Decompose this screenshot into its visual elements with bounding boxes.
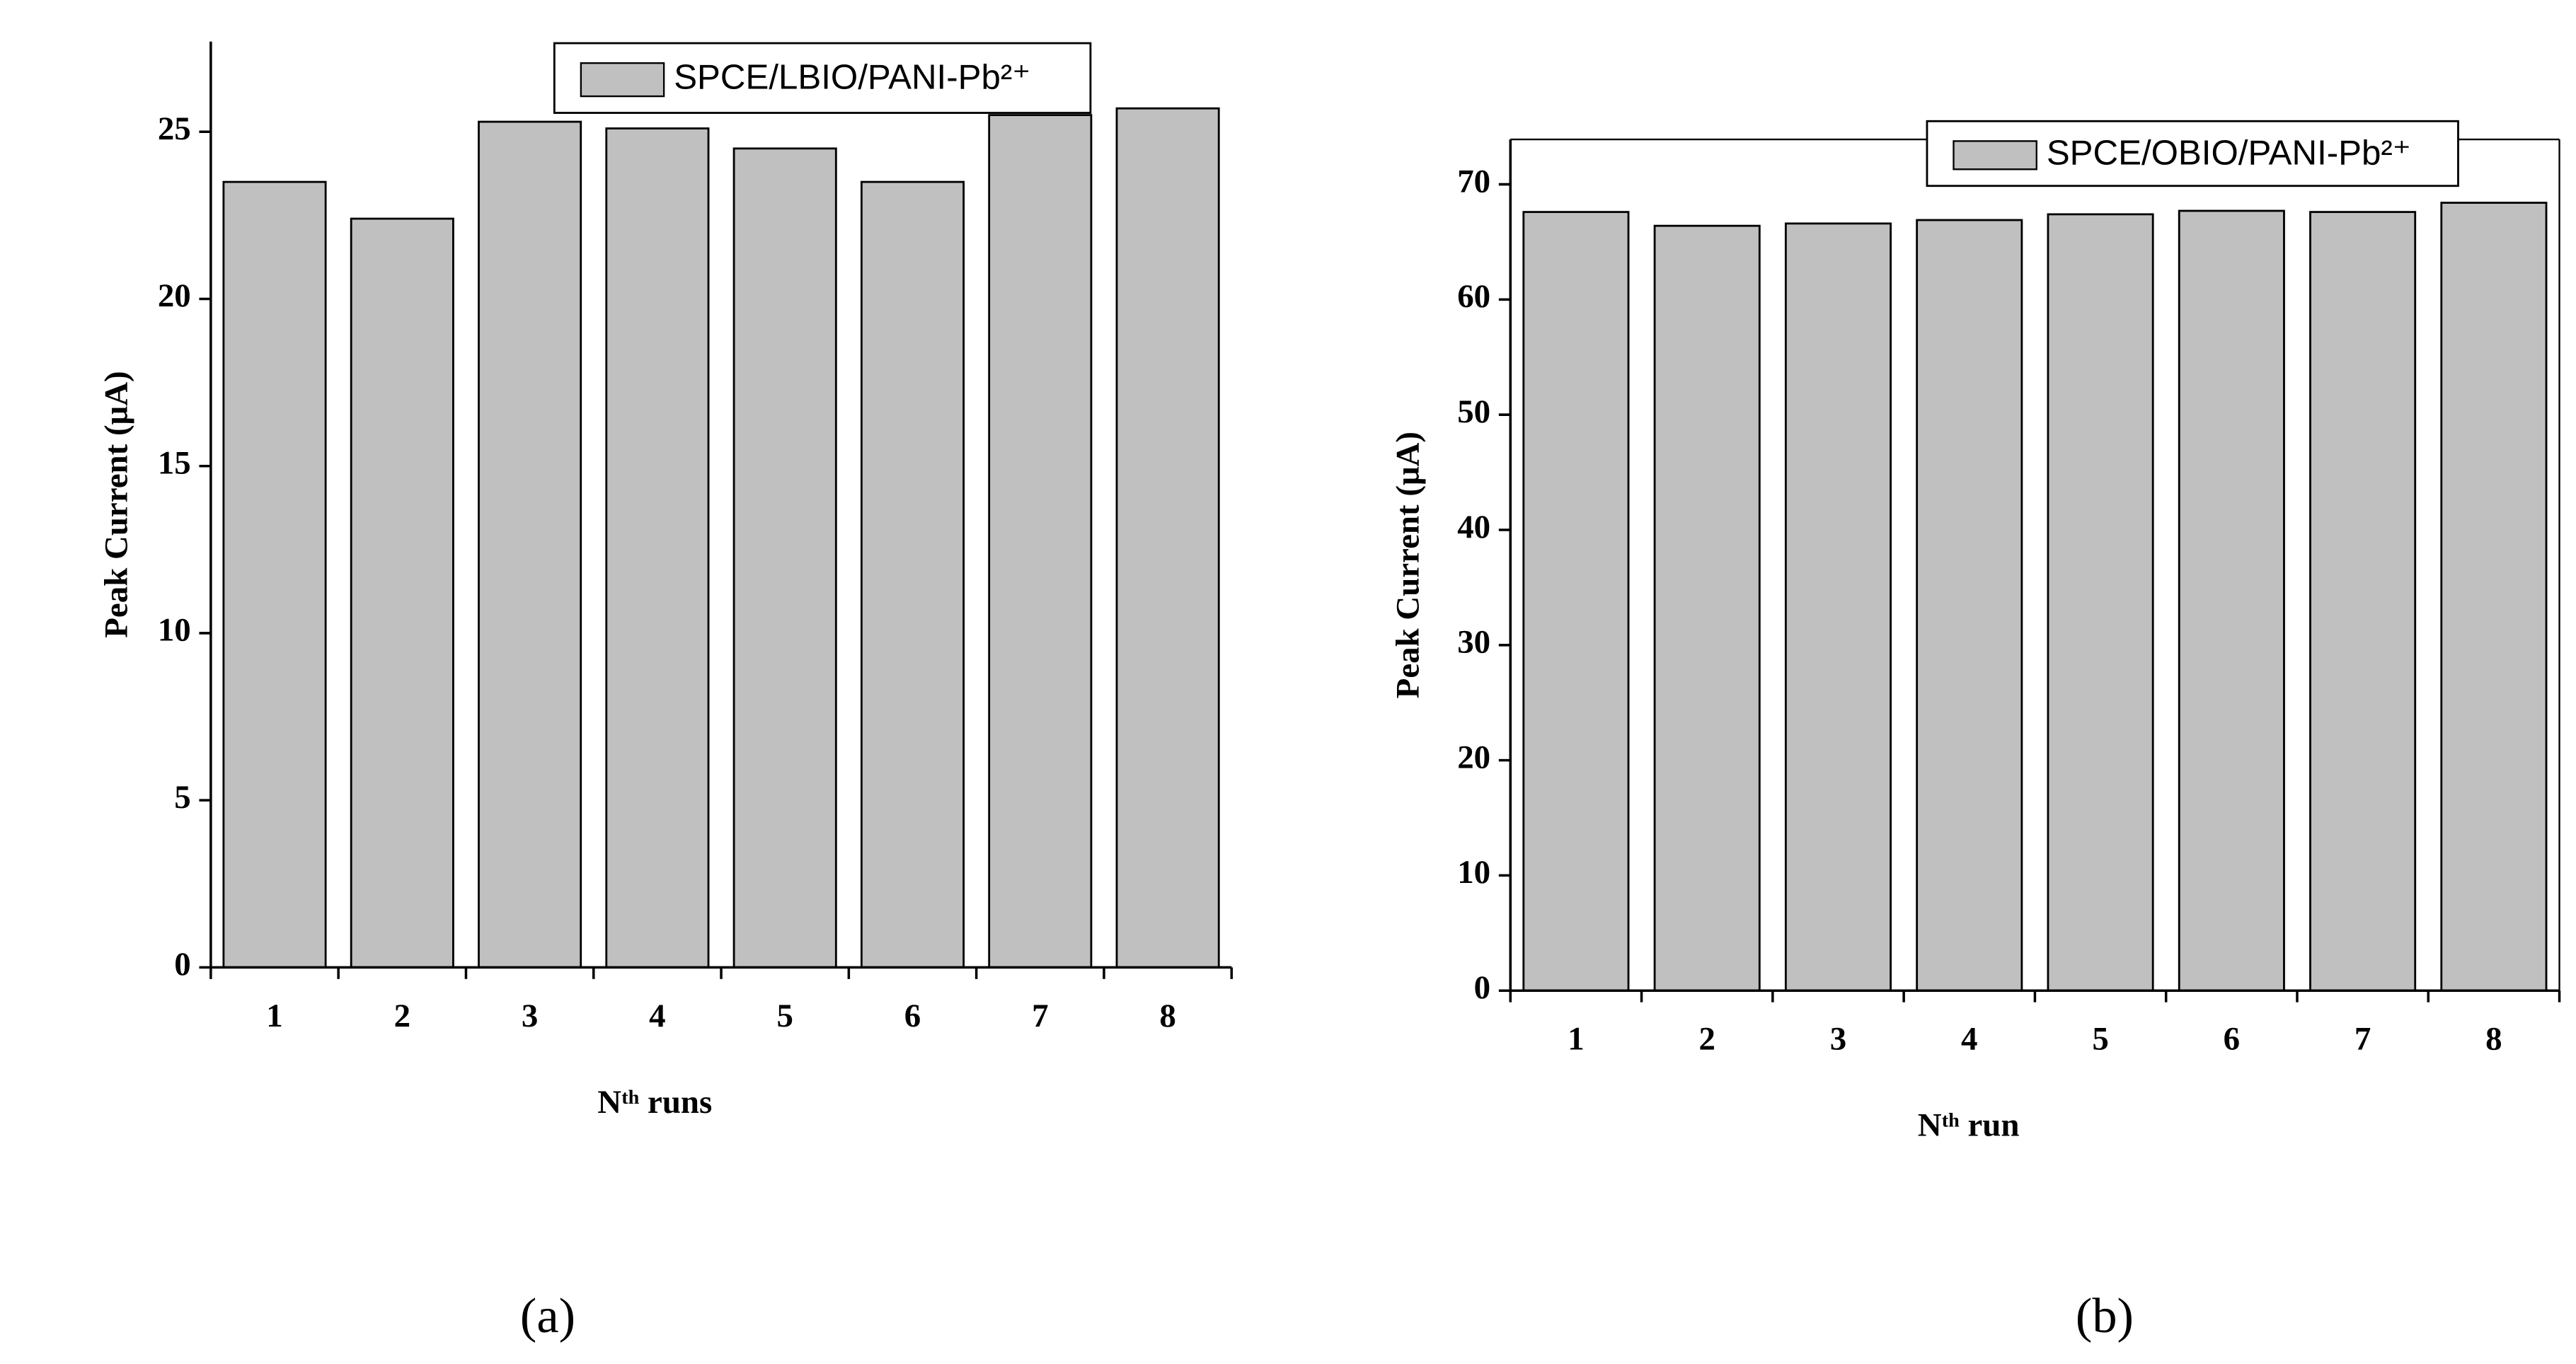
bar (350, 217, 454, 969)
x-tick-label: 3 (1830, 1021, 1846, 1058)
y-axis-title: Peak Current (μA) (98, 371, 135, 637)
y-tick-label: 0 (174, 946, 190, 983)
bar (860, 180, 965, 969)
y-tick-label: 20 (158, 277, 191, 314)
x-tick-label: 6 (2224, 1021, 2240, 1058)
x-axis-title: Nᵗʰ runs (597, 1084, 712, 1121)
x-tick-label: 2 (394, 998, 410, 1034)
bar (2178, 209, 2285, 992)
bar (988, 114, 1093, 969)
y-tick-label: 15 (158, 444, 191, 481)
x-tick-label: 7 (1032, 998, 1048, 1034)
y-tick-label: 70 (1457, 163, 1490, 200)
y-tick-label: 20 (1457, 739, 1490, 775)
y-tick-label: 30 (1457, 624, 1490, 661)
legend-label: SPCE/OBIO/PANI-Pb²⁺ (2047, 133, 2411, 172)
bar (1784, 222, 1892, 992)
y-tick-label: 50 (1457, 393, 1490, 430)
bar (2309, 211, 2417, 992)
legend-swatch (1953, 140, 2037, 170)
x-tick-label: 1 (266, 998, 282, 1034)
x-tick-label: 3 (522, 998, 538, 1034)
y-tick-label: 10 (158, 612, 191, 649)
x-tick-label: 1 (1568, 1021, 1584, 1058)
legend-swatch (580, 62, 665, 98)
bar (1916, 219, 2023, 992)
bar (732, 147, 837, 969)
panel-label: (a) (520, 1288, 575, 1343)
bar (1522, 211, 1630, 992)
bar (1115, 107, 1220, 969)
x-tick-label: 7 (2354, 1021, 2371, 1058)
y-tick-label: 40 (1457, 509, 1490, 545)
bar (478, 120, 582, 969)
y-tick-label: 5 (174, 779, 190, 816)
x-tick-label: 2 (1698, 1021, 1715, 1058)
legend-label: SPCE/LBIO/PANI-Pb²⁺ (674, 58, 1030, 97)
x-tick-label: 4 (1961, 1021, 1977, 1058)
bar (605, 127, 710, 969)
x-tick-label: 5 (776, 998, 793, 1034)
y-tick-label: 10 (1457, 854, 1490, 891)
y-tick-label: 0 (1474, 969, 1490, 1006)
x-tick-label: 5 (2092, 1021, 2108, 1058)
x-tick-label: 4 (649, 998, 665, 1034)
bar (222, 180, 327, 969)
y-tick-label: 25 (158, 110, 191, 147)
x-tick-label: 8 (2485, 1021, 2502, 1058)
x-axis-title: Nᵗʰ run (1918, 1107, 2020, 1144)
bar (2440, 202, 2548, 992)
x-tick-label: 8 (1159, 998, 1175, 1034)
y-tick-label: 60 (1457, 278, 1490, 315)
bar (2047, 213, 2154, 992)
bar (1653, 224, 1761, 992)
y-axis-title: Peak Current (μA) (1389, 432, 1426, 698)
panel-label: (b) (2076, 1288, 2134, 1343)
x-tick-label: 6 (904, 998, 921, 1034)
